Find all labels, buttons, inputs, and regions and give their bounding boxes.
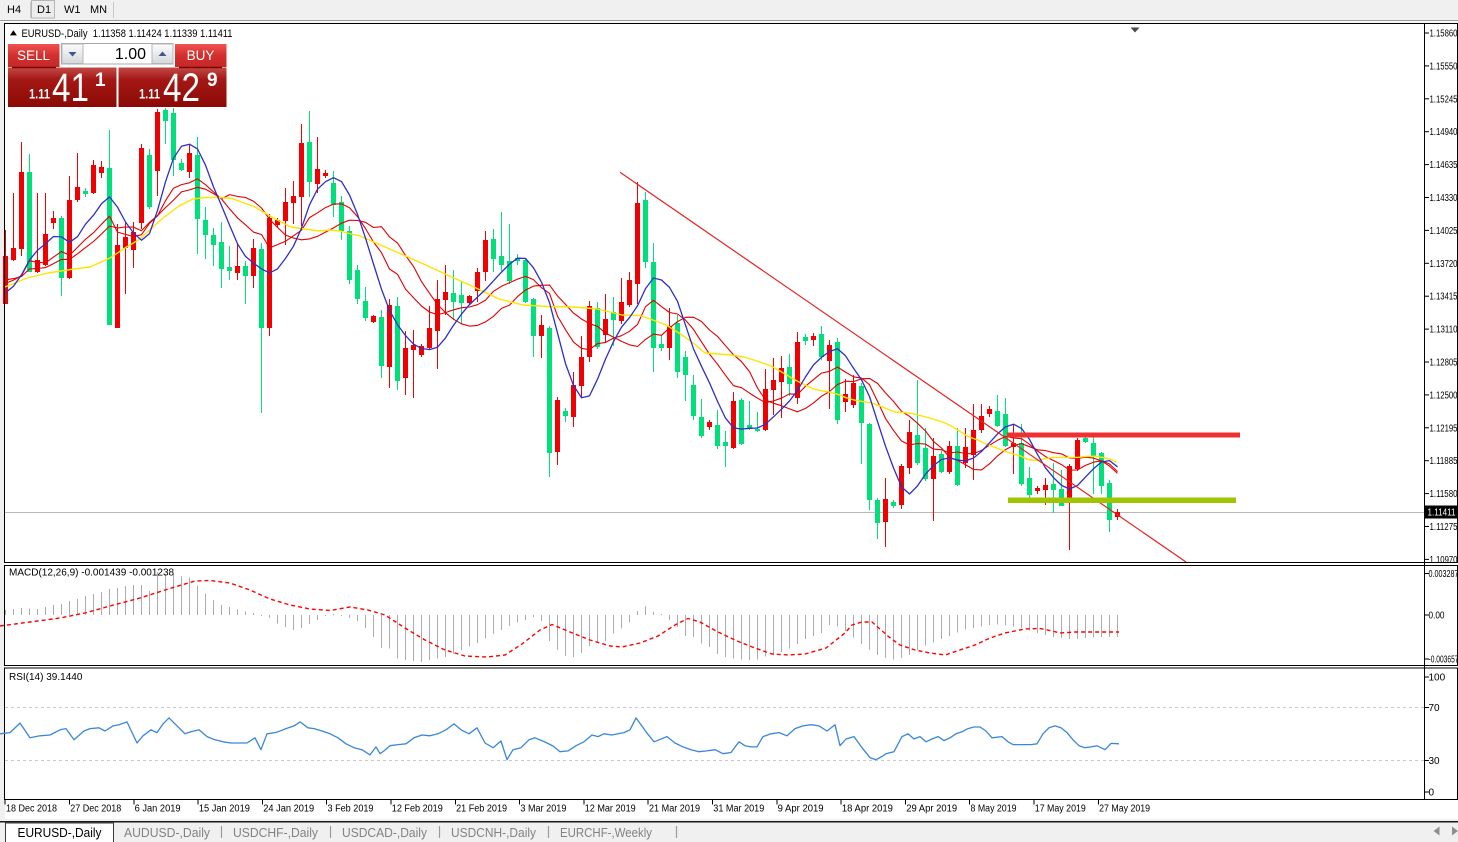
svg-text:SELL: SELL [17, 48, 51, 63]
svg-text:0.003287: 0.003287 [1429, 569, 1458, 580]
svg-text:EURUSD-,Daily: EURUSD-,Daily [18, 826, 103, 840]
svg-text:1.10970: 1.10970 [1430, 555, 1458, 566]
svg-text:100: 100 [1429, 673, 1446, 684]
svg-text:1.13110: 1.13110 [1430, 325, 1458, 336]
svg-text:9: 9 [207, 70, 218, 91]
svg-text:-0.003657: -0.003657 [1429, 655, 1458, 666]
svg-text:29 Apr 2019: 29 Apr 2019 [906, 804, 957, 815]
svg-text:1.12195: 1.12195 [1430, 423, 1458, 434]
svg-text:3 Feb 2019: 3 Feb 2019 [328, 804, 374, 815]
svg-text:41: 41 [52, 66, 89, 110]
svg-text:1.11411: 1.11411 [1428, 508, 1456, 519]
svg-text:8 May 2019: 8 May 2019 [971, 804, 1017, 815]
svg-text:27 May 2019: 27 May 2019 [1099, 804, 1150, 815]
svg-text:3 Mar 2019: 3 Mar 2019 [520, 804, 566, 815]
svg-text:1.14025: 1.14025 [1430, 226, 1458, 237]
svg-text:D1: D1 [37, 4, 51, 16]
svg-text:1.11275: 1.11275 [1430, 522, 1458, 533]
svg-text:1.12500: 1.12500 [1430, 390, 1458, 401]
svg-text:15 Jan 2019: 15 Jan 2019 [199, 804, 250, 815]
svg-text:USDCAD-,Daily: USDCAD-,Daily [342, 826, 428, 840]
svg-text:1.14940: 1.14940 [1430, 127, 1458, 138]
svg-text:27 Dec 2018: 27 Dec 2018 [70, 804, 121, 815]
svg-text:42: 42 [163, 66, 200, 110]
svg-text:RSI(14) 39.1440: RSI(14) 39.1440 [9, 672, 83, 683]
svg-text:H4: H4 [7, 4, 21, 16]
svg-text:24 Jan 2019: 24 Jan 2019 [263, 804, 314, 815]
svg-text:1.14330: 1.14330 [1430, 193, 1458, 204]
svg-text:USDCHF-,Daily: USDCHF-,Daily [233, 826, 319, 840]
svg-text:USDCNH-,Daily: USDCNH-,Daily [451, 826, 537, 840]
svg-text:0.00: 0.00 [1429, 611, 1445, 622]
svg-text:21 Mar 2019: 21 Mar 2019 [649, 804, 700, 815]
svg-text:18 Apr 2019: 18 Apr 2019 [842, 804, 893, 815]
svg-text:MN: MN [90, 4, 107, 16]
svg-text:21 Feb 2019: 21 Feb 2019 [456, 804, 507, 815]
svg-text:EURUSD-,Daily 1.11358 1.11424: EURUSD-,Daily 1.11358 1.11424 1.11339 1.… [22, 28, 233, 40]
svg-text:EURCHF-,Weekly: EURCHF-,Weekly [560, 826, 653, 840]
svg-text:1.15550: 1.15550 [1430, 61, 1458, 72]
svg-text:1.13720: 1.13720 [1430, 259, 1458, 270]
svg-text:70: 70 [1429, 703, 1441, 714]
svg-text:BUY: BUY [187, 48, 215, 63]
svg-text:1.11: 1.11 [29, 86, 50, 102]
svg-text:18 Dec 2018: 18 Dec 2018 [6, 804, 57, 815]
svg-text:1.12805: 1.12805 [1430, 358, 1458, 369]
svg-text:1: 1 [95, 70, 106, 91]
svg-text:17 May 2019: 17 May 2019 [1035, 804, 1086, 815]
svg-text:1.11885: 1.11885 [1430, 456, 1458, 467]
svg-text:1.15245: 1.15245 [1430, 94, 1458, 105]
svg-text:1.11: 1.11 [139, 86, 160, 102]
svg-text:MACD(12,26,9) -0.001439 -0.001: MACD(12,26,9) -0.001439 -0.001238 [9, 568, 175, 579]
svg-text:1.11580: 1.11580 [1430, 489, 1458, 500]
svg-text:12 Feb 2019: 12 Feb 2019 [392, 804, 443, 815]
svg-text:6 Jan 2019: 6 Jan 2019 [135, 804, 181, 815]
svg-text:1.00: 1.00 [115, 46, 146, 63]
svg-text:12 Mar 2019: 12 Mar 2019 [585, 804, 636, 815]
svg-text:30: 30 [1429, 756, 1441, 767]
svg-text:0: 0 [1429, 788, 1435, 799]
svg-text:9 Apr 2019: 9 Apr 2019 [778, 804, 824, 815]
svg-text:1.14635: 1.14635 [1430, 160, 1458, 171]
svg-text:W1: W1 [64, 4, 81, 16]
svg-text:1.13415: 1.13415 [1430, 292, 1458, 303]
svg-text:1.15860: 1.15860 [1430, 29, 1458, 40]
svg-text:AUDUSD-,Daily: AUDUSD-,Daily [124, 826, 211, 840]
svg-text:31 Mar 2019: 31 Mar 2019 [713, 804, 764, 815]
